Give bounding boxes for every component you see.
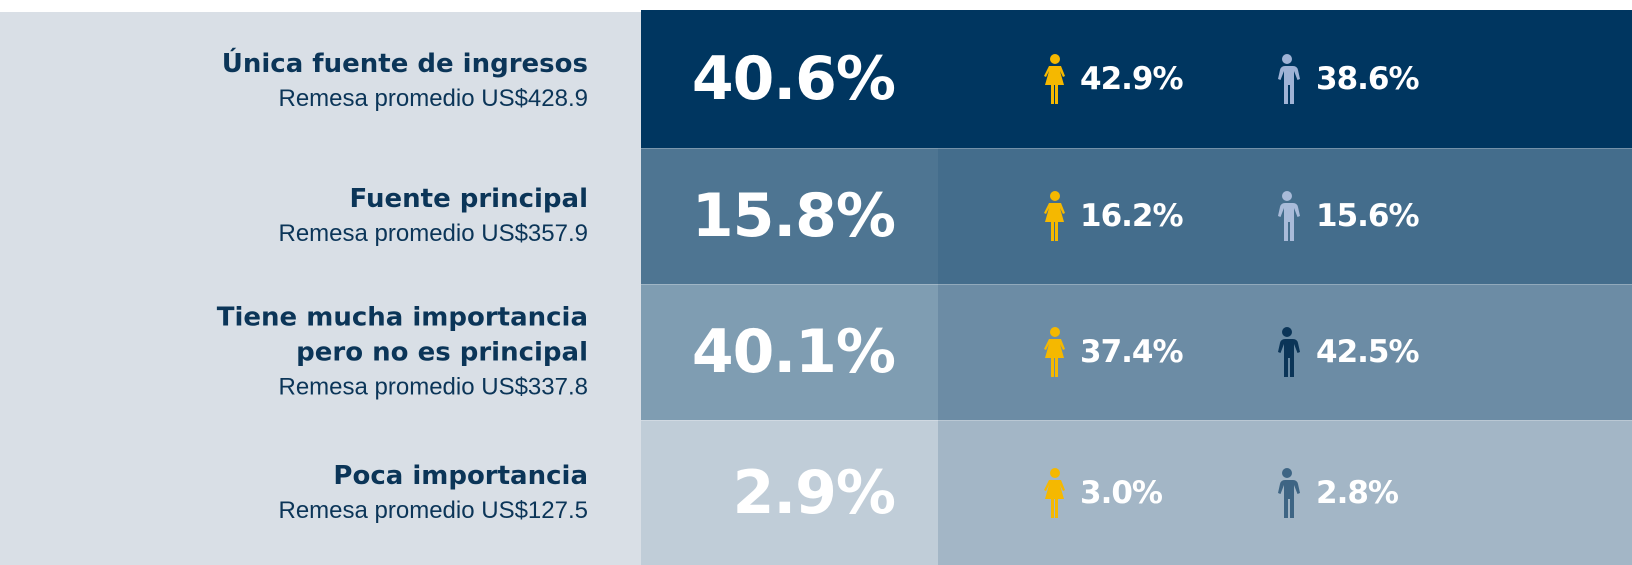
row-subtitle: Remesa promedio US$428.9 bbox=[278, 85, 588, 112]
row-title: Poca importancia bbox=[333, 460, 588, 491]
row-label: Poca importancia Remesa promedio US$127.5 bbox=[0, 459, 588, 527]
total-cell bbox=[641, 420, 938, 565]
row: Tiene mucha importancia pero no es princi… bbox=[0, 284, 1632, 420]
woman-icon bbox=[1044, 54, 1065, 104]
row: Poca importancia Remesa promedio US$127.5… bbox=[0, 420, 1632, 565]
total-cell bbox=[641, 284, 938, 420]
label-panel bbox=[0, 12, 641, 565]
row-label: Única fuente de ingresos Remesa promedio … bbox=[0, 47, 588, 115]
total-cell bbox=[641, 148, 938, 284]
man-icon bbox=[1278, 467, 1300, 518]
row-title: Fuente principal bbox=[349, 184, 588, 214]
row-subtitle: Remesa promedio US$357.9 bbox=[278, 220, 588, 247]
total-cell bbox=[641, 10, 938, 148]
woman-icon bbox=[1044, 191, 1065, 241]
men-value: 2.8% bbox=[1316, 474, 1399, 511]
women-value: 37.4% bbox=[1080, 334, 1184, 370]
man-icon bbox=[1278, 54, 1300, 104]
row-title: Única fuente de ingresos bbox=[221, 49, 588, 79]
total-value: 40.6% bbox=[691, 44, 896, 114]
men-value: 38.6% bbox=[1316, 61, 1420, 97]
row-title: Tiene mucha importancia bbox=[216, 302, 588, 333]
row-title: pero no es principal bbox=[296, 337, 588, 368]
row-subtitle: Remesa promedio US$337.8 bbox=[278, 373, 588, 401]
row-subtitle: Remesa promedio US$127.5 bbox=[278, 496, 588, 524]
row-label: Fuente principal Remesa promedio US$357.9 bbox=[0, 182, 588, 250]
total-value: 2.9% bbox=[732, 457, 896, 528]
man-icon bbox=[1278, 327, 1300, 377]
row: Única fuente de ingresos Remesa promedio … bbox=[0, 10, 1632, 148]
woman-icon bbox=[1044, 467, 1065, 518]
women-value: 16.2% bbox=[1080, 198, 1184, 234]
women-value: 3.0% bbox=[1080, 474, 1163, 511]
woman-icon bbox=[1044, 327, 1065, 377]
row: Fuente principal Remesa promedio US$357.9… bbox=[0, 148, 1632, 284]
men-value: 15.6% bbox=[1316, 198, 1420, 234]
women-value: 42.9% bbox=[1080, 61, 1184, 97]
man-icon bbox=[1278, 191, 1300, 241]
total-value: 40.1% bbox=[691, 317, 896, 387]
row-label: Tiene mucha importancia pero no es princi… bbox=[0, 301, 588, 404]
men-value: 42.5% bbox=[1316, 334, 1420, 370]
total-value: 15.8% bbox=[691, 181, 896, 251]
